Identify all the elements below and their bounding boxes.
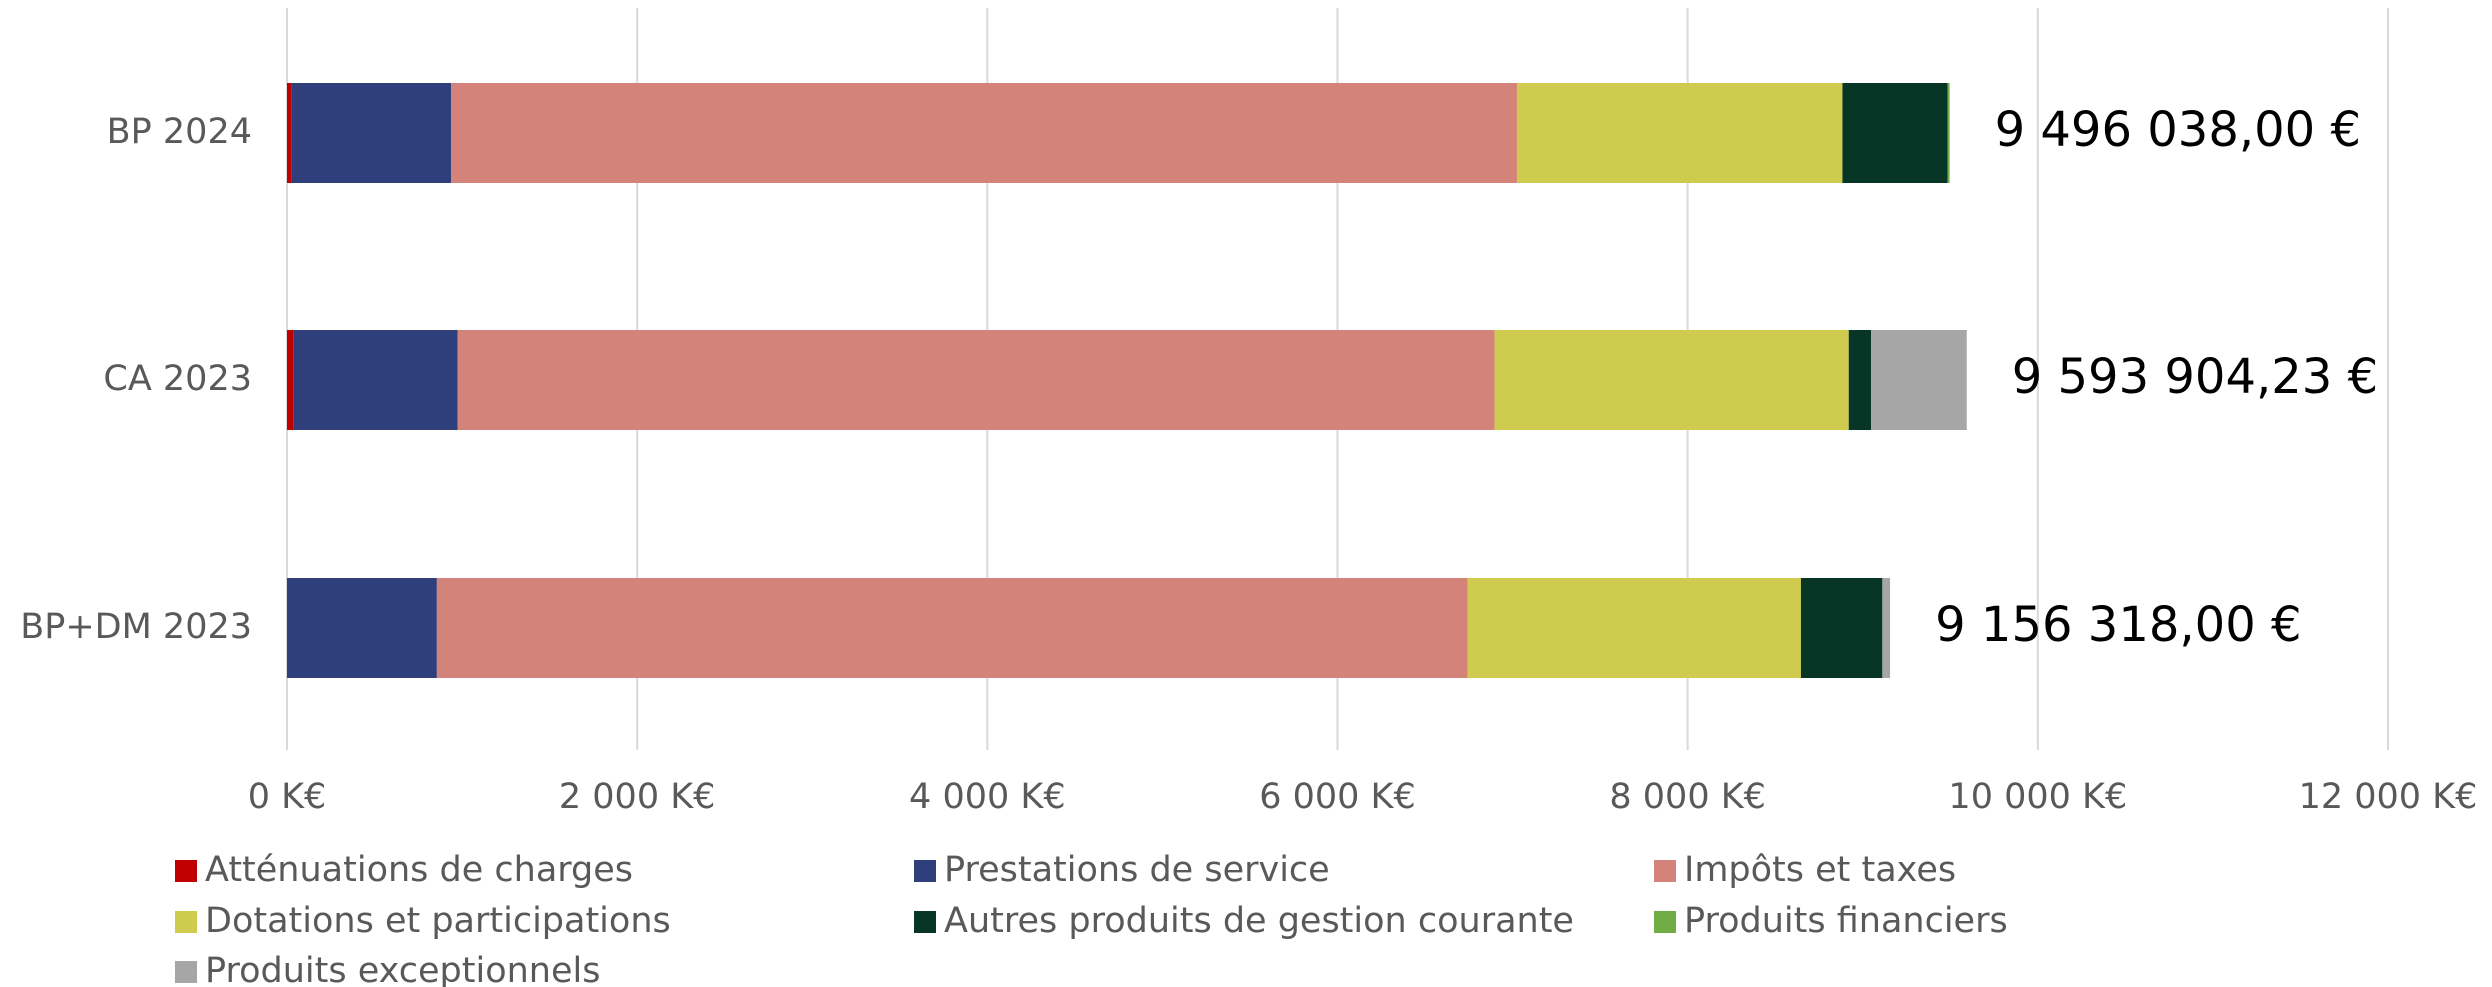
legend-label: Dotations et participations: [205, 901, 671, 941]
x-tick-label: 0 K€: [248, 777, 327, 817]
y-tick-label: CA 2023: [103, 359, 252, 399]
bar-segment: [287, 578, 437, 678]
legend-swatch: [914, 911, 936, 933]
total-label: 9 593 904,23 €: [2012, 349, 2378, 405]
bar-segment: [1882, 578, 1891, 678]
legend-label: Atténuations de charges: [205, 850, 633, 890]
x-tick-label: 2 000 K€: [559, 777, 716, 817]
x-tick-label: 8 000 K€: [1609, 777, 1766, 817]
bar-segment: [1467, 578, 1801, 678]
total-label: 9 156 318,00 €: [1935, 597, 2301, 653]
x-tick-label: 6 000 K€: [1259, 777, 1416, 817]
legend-label: Autres produits de gestion courante: [944, 901, 1574, 941]
legend-swatch: [1654, 860, 1676, 882]
x-tick-label: 12 000 K€: [2299, 777, 2478, 817]
bar-segment: [293, 330, 458, 430]
bar-segment: [451, 83, 1517, 183]
legend-swatch: [175, 961, 197, 983]
bar-segment: [436, 578, 1468, 678]
x-tick-label: 4 000 K€: [909, 777, 1066, 817]
x-tick-label: 10 000 K€: [1948, 777, 2127, 817]
legend-label: Produits financiers: [1684, 901, 2008, 941]
bar-segment: [1871, 330, 1967, 430]
legend-label: Impôts et taxes: [1684, 850, 1956, 890]
bar-segment: [457, 330, 1495, 430]
bar-segment: [291, 83, 452, 183]
y-tick-label: BP 2024: [107, 112, 252, 152]
bar-segment: [1494, 330, 1849, 430]
bar-segment: [1516, 83, 1843, 183]
legend-label: Prestations de service: [944, 850, 1330, 890]
y-tick-label: BP+DM 2023: [20, 607, 252, 647]
bar-segment: [1842, 83, 1948, 183]
legend-swatch: [175, 911, 197, 933]
bar-segment: [1848, 330, 1872, 430]
bar-segment: [287, 83, 292, 183]
legend-swatch: [175, 860, 197, 882]
bar-segment: [1800, 578, 1883, 678]
legend-swatch: [914, 860, 936, 882]
bar-segment: [287, 330, 294, 430]
total-label: 9 496 038,00 €: [1995, 102, 2361, 158]
legend-label: Produits exceptionnels: [205, 951, 600, 987]
legend-swatch: [1654, 911, 1676, 933]
bar-segment: [1947, 83, 1950, 183]
